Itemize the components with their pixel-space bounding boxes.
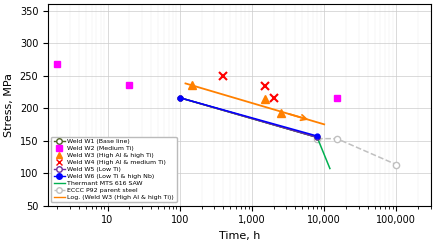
- X-axis label: Time, h: Time, h: [218, 231, 260, 241]
- Y-axis label: Stress, MPa: Stress, MPa: [4, 73, 14, 137]
- Legend: Weld W1 (Base line), Weld W2 (Medium Ti), Weld W3 (High Al & high Ti), Weld W4 (: Weld W1 (Base line), Weld W2 (Medium Ti)…: [51, 136, 176, 202]
